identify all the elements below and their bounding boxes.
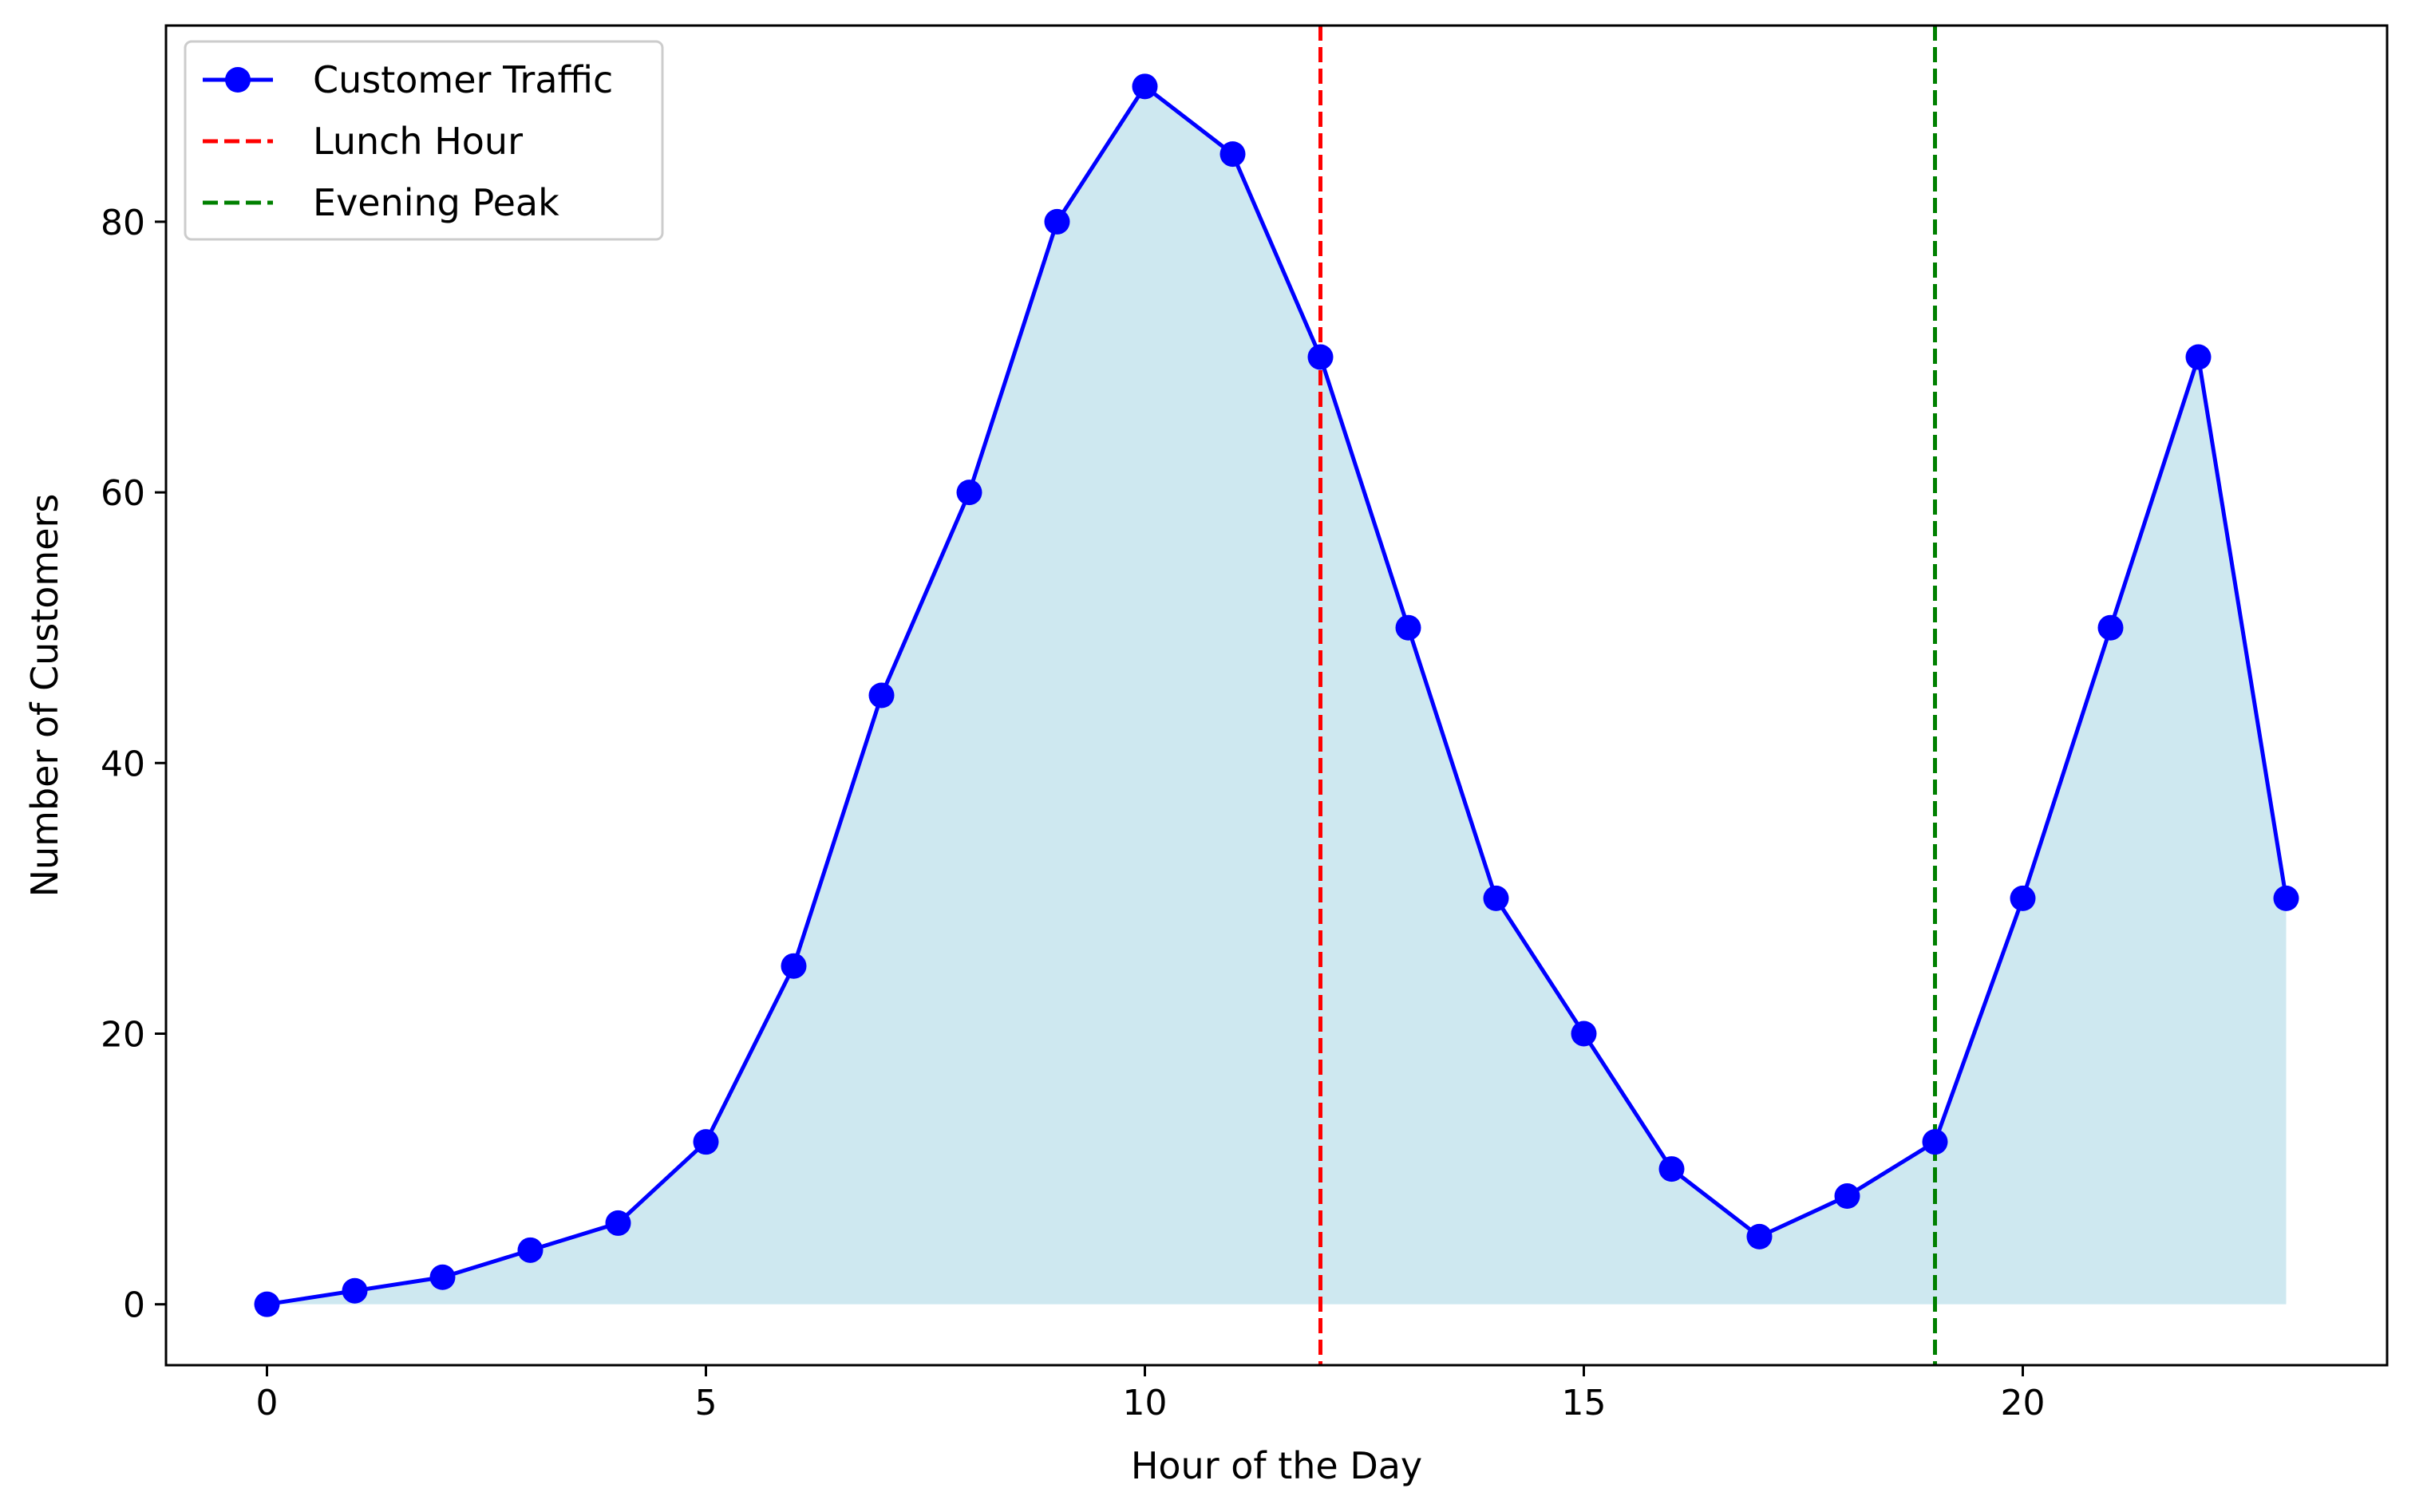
plot-content xyxy=(254,26,2299,1365)
x-tick-label: 10 xyxy=(1123,1383,1168,1423)
y-axis-label: Number of Customers xyxy=(23,494,66,898)
legend-box xyxy=(184,40,664,241)
x-tick-label: 0 xyxy=(256,1383,279,1423)
data-point xyxy=(517,1237,544,1263)
data-point xyxy=(868,682,895,709)
data-point xyxy=(693,1129,719,1155)
data-point xyxy=(1044,208,1070,235)
x-tick-label: 15 xyxy=(1562,1383,1607,1423)
data-point xyxy=(1834,1183,1860,1210)
data-point xyxy=(1746,1223,1773,1249)
legend-label: Evening Peak xyxy=(313,181,559,224)
axes-frame xyxy=(164,24,2389,1367)
data-point xyxy=(342,1277,368,1304)
legend-label: Customer Traffic xyxy=(313,58,613,101)
data-point xyxy=(254,1291,280,1317)
data-point xyxy=(2010,885,2036,911)
data-point xyxy=(1922,1129,1948,1155)
data-point xyxy=(429,1264,456,1290)
data-point xyxy=(2185,344,2212,370)
x-tick-label: 20 xyxy=(2001,1383,2046,1423)
y-tick-label: 40 xyxy=(101,744,145,784)
data-point xyxy=(781,953,807,979)
series-line xyxy=(267,84,2288,1307)
y-tick-label: 0 xyxy=(123,1285,145,1326)
data-point xyxy=(1219,141,1246,168)
data-point xyxy=(1571,1021,1597,1047)
data-point xyxy=(605,1210,631,1236)
y-tick-label: 80 xyxy=(101,203,145,243)
data-point xyxy=(2273,885,2299,911)
plot-area xyxy=(254,26,2299,1365)
data-point xyxy=(1132,73,1158,100)
data-point xyxy=(956,480,982,506)
legend-swatch-marker xyxy=(225,67,251,93)
x-axis-label: Hour of the Day xyxy=(1131,1444,1422,1487)
data-point xyxy=(2097,614,2124,641)
y-tick-label: 20 xyxy=(101,1014,145,1055)
legend: Customer Traffic Lunch Hour Evening Peak xyxy=(184,40,664,241)
series-fill-area xyxy=(267,86,2287,1305)
x-tick-label: 5 xyxy=(695,1383,717,1423)
axes: 0 5 10 15 20 0 20 40 60 80 xyxy=(101,24,2389,1423)
data-point xyxy=(1307,344,1334,370)
data-point xyxy=(1395,614,1421,641)
data-point xyxy=(1483,885,1509,911)
legend-label: Lunch Hour xyxy=(313,120,523,163)
y-tick-label: 60 xyxy=(101,473,145,514)
data-point xyxy=(1658,1156,1685,1182)
